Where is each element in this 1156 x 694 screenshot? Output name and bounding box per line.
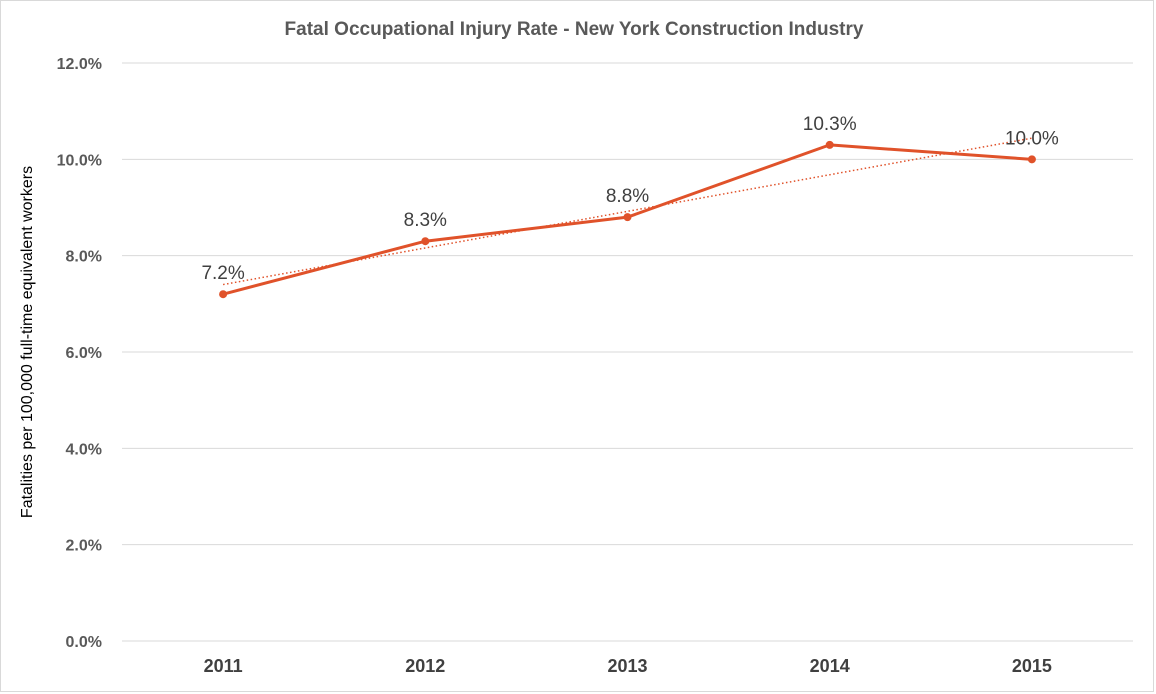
data-labels: 7.2% 8.3% 8.8% 10.3% 10.0% [201, 114, 1058, 284]
data-label: 8.3% [404, 210, 447, 231]
y-tick-label: 8.0% [66, 249, 102, 266]
data-point [421, 237, 430, 246]
y-tick-label: 10.0% [57, 152, 102, 169]
data-label: 7.2% [201, 263, 244, 284]
data-label: 10.3% [803, 114, 857, 135]
gridlines [122, 62, 1133, 642]
data-label: 8.8% [606, 186, 649, 207]
y-tick-label: 4.0% [66, 441, 102, 458]
x-tick-label: 2012 [405, 656, 445, 676]
y-axis-ticks: 0.0% 2.0% 4.0% 6.0% 8.0% 10.0% 12.0% [57, 56, 102, 651]
y-axis-label: Fatalities per 100,000 full-time equival… [19, 166, 36, 518]
data-point [219, 290, 228, 299]
y-tick-label: 0.0% [66, 634, 102, 651]
data-label: 10.0% [1005, 128, 1059, 149]
data-point [1027, 155, 1036, 164]
data-point [623, 213, 632, 222]
y-tick-label: 12.0% [57, 56, 102, 73]
x-axis-ticks: 2011 2012 2013 2014 2015 [204, 656, 1052, 676]
data-point [825, 140, 834, 149]
data-points [219, 140, 1036, 299]
x-tick-label: 2011 [204, 656, 243, 676]
y-tick-label: 2.0% [66, 538, 102, 555]
x-tick-label: 2013 [607, 656, 647, 676]
chart-title: Fatal Occupational Injury Rate - New Yor… [285, 19, 864, 40]
x-tick-label: 2014 [810, 656, 850, 676]
y-tick-label: 6.0% [66, 345, 102, 362]
x-tick-label: 2015 [1012, 656, 1052, 676]
